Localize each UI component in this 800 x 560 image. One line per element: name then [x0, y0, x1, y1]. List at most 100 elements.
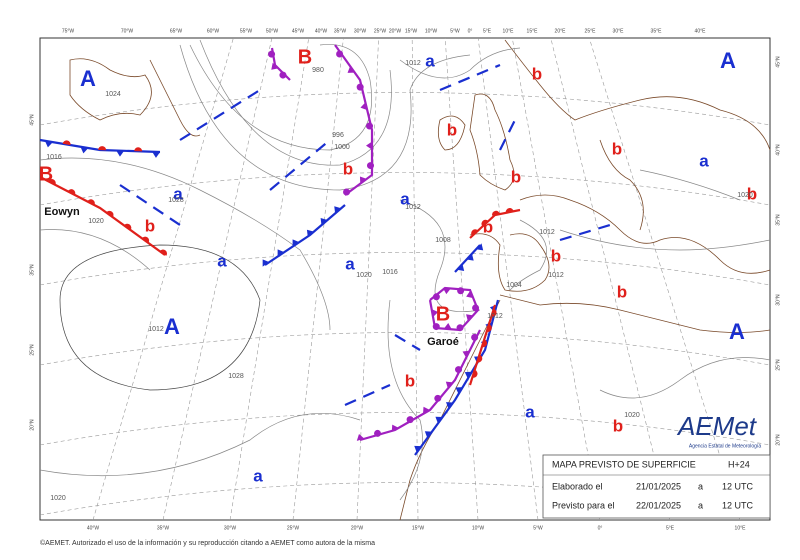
front-line [41, 177, 166, 256]
longitude-label: 40°W [315, 28, 328, 34]
pressure-center: b [747, 184, 757, 203]
cold-front-symbol [292, 239, 300, 247]
longitude-label: 30°W [354, 28, 367, 34]
occluded-front-symbol [455, 366, 463, 374]
occluded-front-symbol [466, 314, 474, 322]
occluded-front-symbol [359, 176, 367, 184]
longitude-label: 20°W [389, 28, 402, 34]
pressure-center: b [551, 246, 561, 265]
isobar-label: 1028 [228, 373, 244, 380]
graticule [39, 37, 771, 521]
longitude-label: 45°W [292, 28, 305, 34]
isobar [179, 44, 471, 191]
parallel [39, 172, 771, 206]
isobar [39, 157, 331, 331]
occluded-front-symbol [423, 406, 430, 414]
warm-front-symbol [505, 208, 514, 213]
cold-front-symbol [424, 431, 433, 439]
cold-front-symbol [306, 229, 314, 237]
occluded-front-symbol [367, 162, 374, 170]
info-box [542, 454, 771, 519]
trough [499, 119, 516, 151]
latitude-label: 25°N [775, 359, 781, 371]
occluded-front-symbol [336, 50, 344, 58]
parallel [39, 412, 771, 446]
cold-front-symbol [446, 402, 454, 409]
coastline [504, 39, 771, 151]
pressure-center: b [617, 282, 627, 301]
isobar-label: 1020 [624, 412, 640, 419]
occluded-front-symbol [391, 424, 399, 432]
warm-front-symbol [141, 236, 150, 243]
pressure-center: a [525, 402, 535, 421]
info-label: Elaborado el [552, 481, 603, 491]
longitude-label: 35°W [157, 525, 170, 531]
pressure-center: a [400, 189, 410, 208]
longitude-label: 40°W [87, 525, 100, 531]
trough [439, 63, 501, 92]
isobar-label: 1028 [168, 197, 184, 204]
pressure-center: a [217, 251, 227, 270]
coastline [437, 115, 466, 151]
cold-front-symbol [262, 259, 270, 267]
fronts [39, 44, 611, 456]
warm-front-symbol [98, 146, 107, 151]
isobar [559, 229, 771, 251]
isobar [599, 357, 771, 399]
coastline [599, 139, 644, 231]
meridian [356, 37, 379, 521]
isobar-label: 1020 [88, 218, 104, 225]
isobar-label: 1016 [46, 154, 62, 161]
warm-front-symbol [491, 308, 497, 317]
longitude-label: 35°W [334, 28, 347, 34]
info-date: 21/01/2025 [636, 481, 681, 491]
coastline [499, 294, 771, 333]
warm-front-symbol [471, 229, 479, 236]
latitude-label: 35°N [775, 214, 781, 226]
longitude-label: 10°E [503, 28, 515, 34]
cold-front-symbol [455, 387, 463, 395]
front-line [264, 204, 346, 266]
cold-front-symbol [414, 445, 422, 453]
cold-front-symbol [435, 416, 443, 424]
trough [394, 334, 421, 351]
warm-front-symbol [67, 189, 76, 195]
pressure-center: b [483, 217, 493, 236]
occluded-front-symbol [360, 102, 368, 111]
info-date: 22/01/2025 [636, 500, 681, 510]
occluded-front-symbol [445, 381, 454, 389]
latitude-label: 45°N [29, 114, 35, 126]
latitude-label: 45°N [775, 56, 781, 68]
occluded-front-symbol [443, 323, 452, 330]
warm-front-symbol [477, 354, 483, 363]
isobar-label: 1008 [435, 237, 451, 244]
coastline [469, 233, 550, 292]
trough [269, 139, 331, 191]
isobar-label: 1020 [356, 272, 372, 279]
isobar-label: 996 [332, 132, 344, 139]
occluded-front-symbol [356, 434, 365, 441]
pressure-center: a [253, 466, 263, 485]
pressure-center: a [345, 254, 355, 273]
parallel [39, 92, 771, 126]
occluded-front-symbol [457, 287, 465, 295]
front-line [334, 44, 374, 196]
parallel [39, 332, 771, 366]
occluded-front-symbol [434, 394, 442, 402]
isobars [39, 39, 771, 501]
logo: AEMet [676, 411, 758, 441]
pressure-center: b [511, 167, 521, 186]
pressure-center: a [425, 51, 435, 70]
warm-front-symbol [159, 249, 167, 256]
occluded-front-symbol [268, 50, 276, 58]
occluded-front-symbol [462, 350, 470, 358]
coastline [69, 58, 152, 121]
pressure-center: A [720, 48, 736, 73]
longitude-label: 0° [598, 525, 603, 531]
meridian [511, 37, 601, 521]
isobar [399, 199, 481, 312]
parallel [39, 252, 771, 286]
coastline [149, 59, 201, 137]
